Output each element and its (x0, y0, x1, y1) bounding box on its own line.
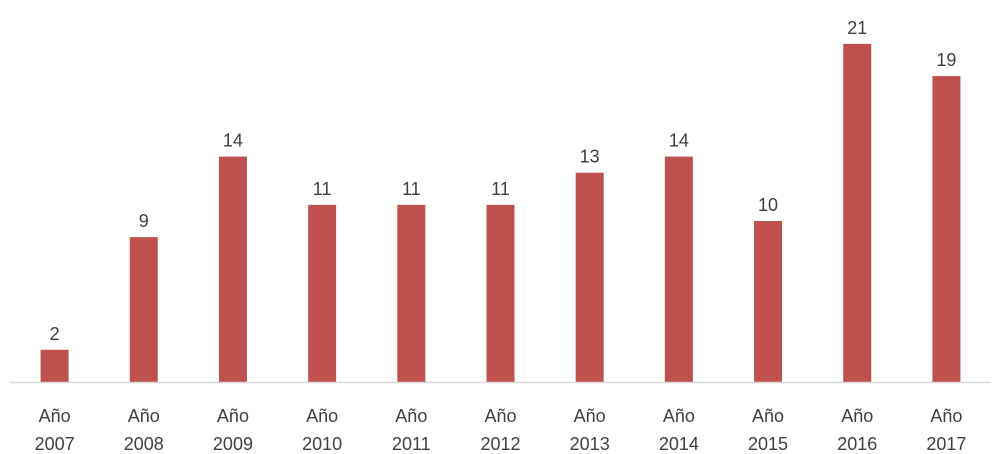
value-label-2015: 10 (758, 195, 778, 215)
bar-2007 (40, 349, 69, 382)
x-tick-label-2009: Año 2009 (213, 406, 253, 454)
x-tick-label-2012: Año 2012 (480, 406, 520, 454)
bar-2008 (129, 237, 158, 382)
x-tick-label-2011: Año 2011 (392, 406, 431, 454)
value-label-2010: 11 (313, 179, 332, 199)
value-label-2009: 14 (223, 131, 243, 151)
bar-2012 (486, 204, 515, 382)
x-tick-label-2007: Año 2007 (35, 406, 75, 454)
x-tick-label-2008: Año 2008 (124, 406, 164, 454)
bar-2009 (218, 156, 247, 382)
x-tick-label-2014: Año 2014 (659, 406, 699, 454)
x-tick-labels-group: Año 2007 Año 2008 Año 2009 Año 2010 Año 2011 Año 20… (35, 406, 967, 454)
value-labels-group: 2 9 14 11 11 11 13 14 10 21 19 (50, 18, 957, 344)
x-tick-label-2010: Año 2010 (302, 406, 342, 454)
value-label-2017: 19 (936, 50, 956, 70)
bar-2015 (754, 221, 783, 382)
bar-2016 (843, 43, 872, 383)
bar-2010 (308, 204, 337, 382)
x-tick-label-2016: Año 2016 (837, 406, 877, 454)
bar-2013 (575, 172, 604, 382)
value-label-2013: 13 (580, 147, 600, 167)
x-tick-label-2017: Año 2017 (926, 406, 966, 454)
bar-2014 (664, 156, 693, 382)
x-tick-label-2013: Año 2013 (570, 406, 610, 454)
value-label-2008: 9 (139, 211, 149, 231)
value-label-2007: 2 (50, 324, 60, 344)
bar-2017 (932, 76, 961, 382)
value-label-2011: 11 (402, 179, 421, 199)
bar-2011 (397, 204, 426, 382)
value-label-2012: 11 (491, 179, 510, 199)
x-tick-label-2015: Año 2015 (748, 406, 788, 454)
value-label-2014: 14 (669, 131, 689, 151)
bars-group (40, 43, 961, 383)
value-label-2016: 21 (847, 18, 867, 38)
